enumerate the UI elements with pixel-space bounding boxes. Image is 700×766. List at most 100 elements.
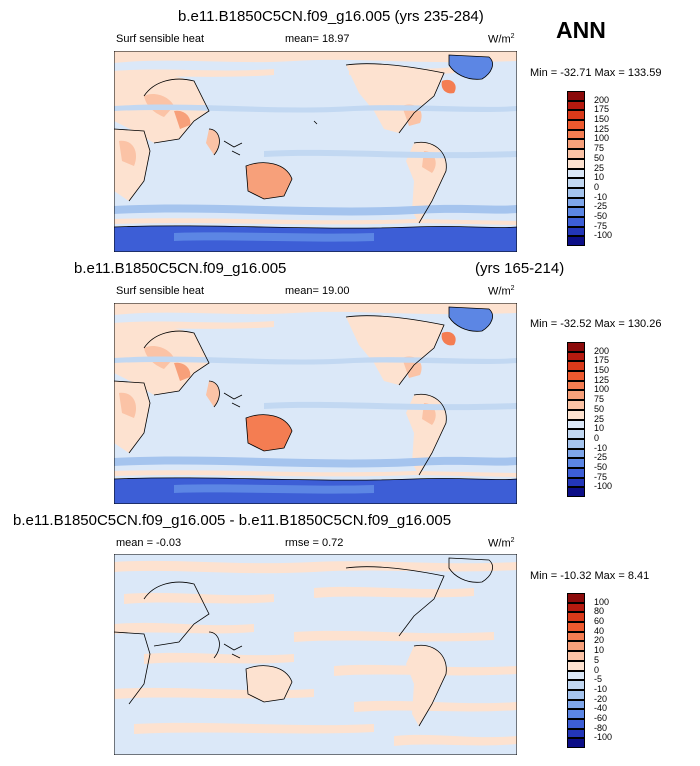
colorbar-tick-label: 0 — [594, 181, 600, 192]
colorbar-tick-label: 0 — [594, 432, 600, 443]
colorbar-tick-label: 175 — [594, 355, 610, 366]
colorbar-tick-label: -40 — [594, 703, 608, 714]
colorbar-tick-label: 0 — [594, 664, 600, 675]
colorbar-tick-label: 25 — [594, 162, 605, 173]
colorbar-swatch — [567, 91, 585, 101]
colorbar-swatch — [567, 419, 585, 430]
colorbar-swatch — [567, 689, 585, 700]
colorbar-tick-label: -25 — [594, 452, 608, 463]
colorbar-swatch — [567, 718, 585, 729]
colorbar-swatch — [567, 458, 585, 468]
colorbar-tick-label: -10 — [594, 442, 608, 453]
colorbar-swatch — [567, 660, 585, 671]
colorbar-swatch — [567, 390, 585, 401]
colorbar-tick-label: 125 — [594, 123, 610, 134]
colorbar-tick-label: 50 — [594, 403, 605, 414]
colorbar-tick-label: -60 — [594, 712, 608, 723]
colorbar-tick-label: 75 — [594, 394, 605, 405]
colorbar-tick-label: -10 — [594, 191, 608, 202]
colorbar-tick-label: 150 — [594, 365, 610, 376]
panel-2-years: (yrs 165-214) — [475, 260, 565, 277]
colorbar-tick-label: 10 — [594, 423, 605, 434]
colorbar-swatch — [567, 438, 585, 449]
colorbar-swatch — [567, 699, 585, 710]
colorbar-tick-label: 175 — [594, 104, 610, 115]
colorbar-swatch — [567, 120, 585, 130]
colorbar-tick-label: 50 — [594, 152, 605, 163]
colorbar-tick-label: -5 — [594, 674, 603, 685]
colorbar-swatch — [567, 738, 585, 748]
panel-1-mean: mean= 18.97 — [285, 33, 350, 45]
colorbar-tick-label: -50 — [594, 210, 608, 221]
colorbar-tick-label: -10 — [594, 683, 608, 694]
panel-2-units: W/m2 — [488, 285, 515, 298]
colorbar-tick-label: 40 — [594, 625, 605, 636]
panel-3-colorbar — [567, 593, 585, 748]
colorbar-swatch — [567, 351, 585, 362]
colorbar-swatch — [567, 168, 585, 179]
colorbar-swatch — [567, 641, 585, 652]
colorbar-tick-label: -75 — [594, 220, 608, 231]
colorbar-tick-label: 100 — [594, 596, 610, 607]
colorbar-swatch — [567, 187, 585, 198]
panel-1-title: b.e11.B1850C5CN.f09_g16.005 (yrs 235-284… — [178, 8, 484, 25]
colorbar-tick-label: 20 — [594, 635, 605, 646]
panel-2-title: b.e11.B1850C5CN.f09_g16.005 — [74, 260, 287, 277]
colorbar-swatch — [567, 467, 585, 478]
colorbar-swatch — [567, 197, 585, 208]
colorbar-swatch — [567, 448, 585, 459]
colorbar-swatch — [567, 651, 585, 661]
colorbar-swatch — [567, 593, 585, 603]
panel-2-variable: Surf sensible heat — [116, 285, 205, 297]
colorbar-tick-label: 25 — [594, 413, 605, 424]
panel-3-map — [114, 554, 517, 755]
colorbar-tick-label: -100 — [594, 481, 613, 492]
panel-2-mean: mean= 19.00 — [285, 285, 350, 297]
colorbar-swatch — [567, 380, 585, 391]
colorbar-swatch — [567, 728, 585, 739]
colorbar-tick-label: 100 — [594, 384, 610, 395]
colorbar-swatch — [567, 680, 585, 690]
colorbar-tick-label: 75 — [594, 143, 605, 154]
panel-3-units: W/m2 — [488, 537, 515, 550]
panel-2-map — [114, 303, 517, 504]
panel-2-colorbar — [567, 342, 585, 497]
colorbar-swatch — [567, 149, 585, 159]
colorbar-swatch — [567, 622, 585, 632]
panel-1-map — [114, 51, 517, 252]
colorbar-swatch — [567, 602, 585, 613]
colorbar-swatch — [567, 129, 585, 140]
colorbar-tick-label: 5 — [594, 654, 600, 665]
colorbar-tick-label: 150 — [594, 114, 610, 125]
colorbar-tick-label: -80 — [594, 722, 608, 733]
colorbar-swatch — [567, 631, 585, 642]
colorbar-swatch — [567, 409, 585, 420]
colorbar-swatch — [567, 670, 585, 681]
colorbar-swatch — [567, 400, 585, 410]
colorbar-swatch — [567, 178, 585, 188]
colorbar-swatch — [567, 477, 585, 488]
panel-1-colorbar — [567, 91, 585, 246]
colorbar-tick-label: 125 — [594, 374, 610, 385]
colorbar-tick-label: -50 — [594, 461, 608, 472]
colorbar-tick-label: -75 — [594, 471, 608, 482]
colorbar-tick-label: 80 — [594, 606, 605, 617]
colorbar-swatch — [567, 487, 585, 497]
colorbar-tick-label: 100 — [594, 133, 610, 144]
colorbar-tick-label: 200 — [594, 94, 610, 105]
panel-3-mean: mean = -0.03 — [116, 537, 182, 549]
colorbar-swatch — [567, 226, 585, 237]
colorbar-swatch — [567, 110, 585, 121]
panel-3-minmax: Min = -10.32 Max = 8.41 — [530, 570, 650, 582]
colorbar-tick-label: -100 — [594, 230, 613, 241]
colorbar-tick-label: 60 — [594, 616, 605, 627]
panel-3-title: b.e11.B1850C5CN.f09_g16.005 - b.e11.B185… — [13, 512, 452, 529]
season-label: ANN — [556, 17, 606, 43]
colorbar-swatch — [567, 207, 585, 217]
colorbar-swatch — [567, 361, 585, 372]
panel-3-rmse: rmse = 0.72 — [285, 537, 344, 549]
colorbar-swatch — [567, 371, 585, 381]
colorbar-tick-label: 10 — [594, 645, 605, 656]
colorbar-swatch — [567, 429, 585, 439]
colorbar-tick-label: -25 — [594, 201, 608, 212]
